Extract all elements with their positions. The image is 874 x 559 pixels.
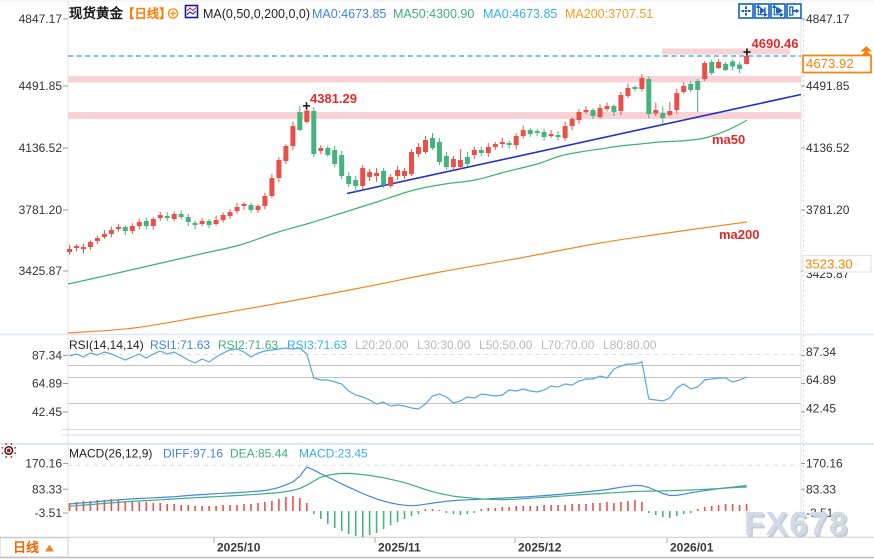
svg-text:FX678: FX678 (746, 507, 851, 544)
svg-text:42.45: 42.45 (32, 405, 62, 419)
svg-text:ma50: ma50 (712, 132, 745, 147)
svg-text:RSI2:71.63: RSI2:71.63 (218, 338, 278, 352)
svg-text:MA0:4673.85: MA0:4673.85 (483, 7, 557, 21)
svg-text:4847.17: 4847.17 (806, 12, 850, 26)
svg-text:L50:50.00: L50:50.00 (479, 338, 533, 352)
svg-text:FX678: FX678 (744, 505, 849, 542)
svg-text:MA0:4673.85: MA0:4673.85 (312, 7, 386, 21)
svg-text:【日线】: 【日线】 (122, 6, 172, 21)
svg-text:MA50:4300.90: MA50:4300.90 (393, 7, 474, 21)
svg-text:3781.20: 3781.20 (19, 203, 63, 217)
svg-text:4491.85: 4491.85 (806, 79, 850, 93)
svg-text:-3.51: -3.51 (35, 506, 63, 520)
svg-text:RSI3:71.63: RSI3:71.63 (287, 338, 347, 352)
svg-text:64.89: 64.89 (806, 373, 836, 387)
svg-text:MACD:23.45: MACD:23.45 (299, 447, 368, 461)
svg-text:87.34: 87.34 (32, 349, 62, 363)
svg-text:现货黄金: 现货黄金 (69, 5, 123, 21)
svg-text:日线: 日线 (13, 540, 39, 555)
svg-text:MA200:3707.51: MA200:3707.51 (565, 7, 653, 21)
svg-text:170.16: 170.16 (806, 457, 843, 471)
svg-text:2025/10: 2025/10 (217, 541, 261, 555)
svg-text:ma200: ma200 (719, 227, 759, 242)
svg-text:3781.20: 3781.20 (806, 203, 850, 217)
svg-text:170.16: 170.16 (25, 457, 62, 471)
svg-text:DIFF:97.16: DIFF:97.16 (163, 447, 223, 461)
svg-text:RSI1:71.63: RSI1:71.63 (150, 338, 210, 352)
svg-text:4136.52: 4136.52 (19, 141, 63, 155)
svg-text:83.33: 83.33 (806, 482, 836, 496)
svg-text:L30:30.00: L30:30.00 (417, 338, 471, 352)
svg-text:RSI(14,14,14): RSI(14,14,14) (69, 338, 144, 352)
svg-text:4136.52: 4136.52 (806, 141, 850, 155)
svg-text:4690.46: 4690.46 (752, 36, 799, 51)
svg-text:L20:20.00: L20:20.00 (355, 338, 409, 352)
svg-text:2025/12: 2025/12 (518, 541, 562, 555)
svg-text:42.45: 42.45 (806, 402, 836, 416)
svg-text:L70:70.00: L70:70.00 (541, 338, 595, 352)
svg-text:2026/01: 2026/01 (670, 541, 714, 555)
svg-text:83.33: 83.33 (32, 482, 62, 496)
svg-text:64.89: 64.89 (32, 377, 62, 391)
svg-text:4491.85: 4491.85 (19, 79, 63, 93)
svg-text:3425.87: 3425.87 (19, 264, 63, 278)
svg-text:MACD(26,12,9): MACD(26,12,9) (69, 447, 152, 461)
svg-text:4381.29: 4381.29 (310, 91, 357, 106)
svg-text:2025/11: 2025/11 (378, 541, 421, 555)
svg-text:4847.17: 4847.17 (19, 12, 63, 26)
svg-text:4673.92: 4673.92 (806, 56, 854, 71)
svg-text:87.34: 87.34 (806, 345, 836, 359)
svg-text:MA(0,50,0,200,0,0): MA(0,50,0,200,0,0) (203, 7, 310, 21)
svg-text:L80:80.00: L80:80.00 (603, 338, 657, 352)
svg-text:DEA:85.44: DEA:85.44 (230, 447, 288, 461)
svg-text:3523.30: 3523.30 (805, 257, 853, 272)
svg-text:-3.51: -3.51 (806, 506, 834, 520)
